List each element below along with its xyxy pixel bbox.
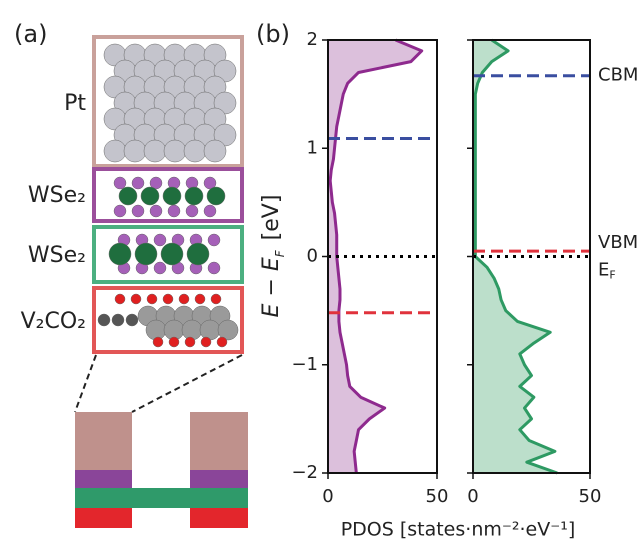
atom <box>208 234 220 246</box>
y-tick-label: 1 <box>307 137 318 158</box>
schematic <box>75 355 248 528</box>
atom <box>211 294 221 304</box>
atom <box>168 205 180 217</box>
x-tick-label: 50 <box>426 486 449 507</box>
atom <box>146 320 166 340</box>
atom <box>182 320 202 340</box>
atom <box>114 177 126 189</box>
v2co2-block <box>190 508 248 528</box>
y-tick-label: 0 <box>307 246 318 267</box>
atom <box>144 140 166 162</box>
atom <box>164 140 186 162</box>
atom <box>169 337 179 347</box>
layer-label: WSe₂ <box>28 183 86 208</box>
atom <box>217 337 227 347</box>
atom <box>154 262 166 274</box>
y-tick-label: −2 <box>291 462 318 483</box>
zoom-line <box>75 355 96 412</box>
y-tick-label: 2 <box>307 29 318 50</box>
figure: (a) (b) Pt WSe₂ WSe₂ V₂CO₂ −2 −1 0 1 2 0 50 CBM… <box>0 0 640 544</box>
atom <box>153 337 163 347</box>
line-label: CBM <box>598 65 638 86</box>
atom <box>204 140 226 162</box>
y-axis-label-unit: [eV] <box>259 195 284 241</box>
structure <box>94 37 242 352</box>
atom <box>119 187 137 205</box>
atom <box>185 187 203 205</box>
y-axis-label-text: E − E <box>259 257 284 317</box>
panel-label: (a) <box>14 20 47 48</box>
line-label-text: E <box>598 260 609 281</box>
panel-label: (b) <box>256 20 290 48</box>
atom <box>115 294 125 304</box>
atom <box>195 294 205 304</box>
atom <box>184 140 206 162</box>
atom <box>109 243 131 265</box>
line-label-text: VBM <box>598 232 638 253</box>
line-label: EF <box>598 260 616 282</box>
atom <box>124 140 146 162</box>
atom <box>186 205 198 217</box>
atom <box>112 314 124 326</box>
wse2-block <box>190 470 248 488</box>
x-tick-label: 0 <box>322 486 333 507</box>
atom <box>201 337 211 347</box>
atom <box>207 187 225 205</box>
atom <box>104 140 126 162</box>
atom <box>135 243 157 265</box>
atom <box>131 294 141 304</box>
x-tick-label: 50 <box>579 486 602 507</box>
wse2-block <box>75 488 248 508</box>
atom <box>154 234 166 246</box>
atom <box>147 294 157 304</box>
atom <box>179 294 189 304</box>
atom <box>185 337 195 347</box>
pt-block <box>75 412 132 470</box>
wse2-block <box>75 470 132 488</box>
atom <box>208 262 220 274</box>
x-axis-label: PDOS [states·nm⁻²·eV⁻¹] <box>341 519 576 541</box>
atom <box>132 177 144 189</box>
atom <box>200 320 220 340</box>
line-label: VBM <box>598 232 638 253</box>
line-label-text: CBM <box>598 65 638 86</box>
atom <box>187 243 209 265</box>
pt-block <box>190 412 248 470</box>
v2co2-block <box>75 508 132 528</box>
y-axis-label-sub: F <box>273 249 287 257</box>
atom <box>204 205 216 217</box>
atom <box>141 187 159 205</box>
layer-label: WSe₂ <box>28 243 86 268</box>
atom <box>98 314 110 326</box>
atom <box>126 314 138 326</box>
atom <box>150 205 162 217</box>
layer-label: V₂CO₂ <box>21 309 86 334</box>
line-label-sub: F <box>609 269 615 282</box>
atom <box>132 205 144 217</box>
layer-label: Pt <box>64 91 86 116</box>
atom <box>114 205 126 217</box>
y-axis-label: E − EF [eV] <box>259 195 287 318</box>
zoom-line <box>132 355 242 412</box>
atom <box>161 243 183 265</box>
x-tick-label: 0 <box>467 486 478 507</box>
atom <box>163 294 173 304</box>
y-tick-label: −1 <box>291 354 318 375</box>
atom <box>163 187 181 205</box>
